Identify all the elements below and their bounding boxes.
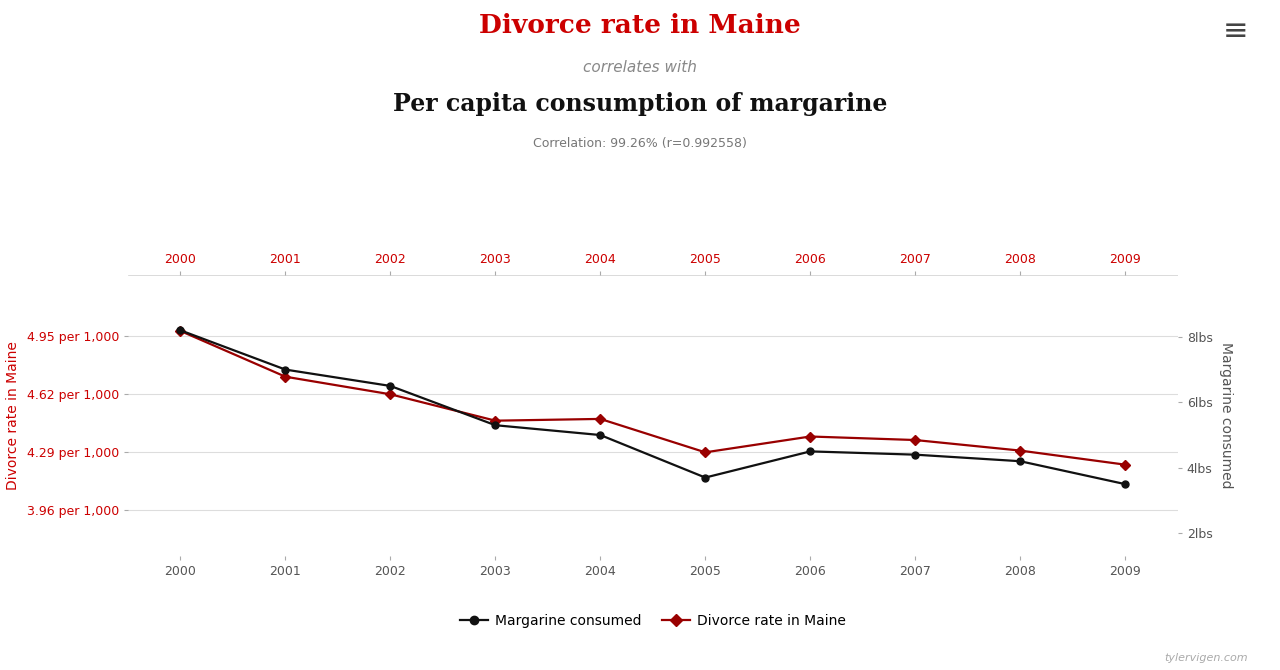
Legend: Margarine consumed, Divorce rate in Maine: Margarine consumed, Divorce rate in Main… bbox=[454, 608, 851, 634]
Text: ≡: ≡ bbox=[1222, 17, 1248, 46]
Text: correlates with: correlates with bbox=[584, 60, 696, 75]
Y-axis label: Divorce rate in Maine: Divorce rate in Maine bbox=[5, 341, 19, 490]
Text: Divorce rate in Maine: Divorce rate in Maine bbox=[479, 13, 801, 38]
Text: Per capita consumption of margarine: Per capita consumption of margarine bbox=[393, 92, 887, 117]
Text: tylervigen.com: tylervigen.com bbox=[1165, 653, 1248, 663]
Text: Correlation: 99.26% (r=0.992558): Correlation: 99.26% (r=0.992558) bbox=[532, 137, 748, 150]
Y-axis label: Margarine consumed: Margarine consumed bbox=[1220, 342, 1234, 488]
